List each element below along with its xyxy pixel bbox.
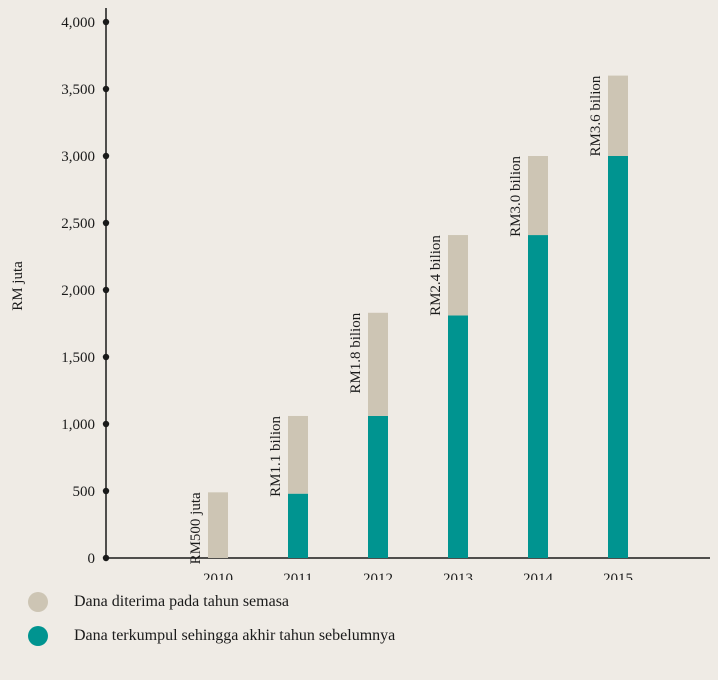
bar-segment-current-year <box>208 492 228 558</box>
x-ticks: 2010 2011 2012 2013 2014 2015 <box>203 571 633 580</box>
y-tick-label: 500 <box>73 484 96 500</box>
bar-segment-accumulated <box>368 416 388 558</box>
y-tick-label: 2,500 <box>61 216 95 232</box>
bar-total-label: RM1.8 bilion <box>348 312 364 393</box>
y-tick-dot <box>103 555 109 561</box>
y-tick-label: 2,000 <box>61 283 95 299</box>
y-tick-dot <box>103 86 109 92</box>
legend: Dana diterima pada tahun semasa Dana ter… <box>28 588 395 656</box>
x-tick-label: 2014 <box>523 571 554 580</box>
legend-label-current-year: Dana diterima pada tahun semasa <box>74 593 289 611</box>
y-tick-dot <box>103 220 109 226</box>
y-tick-dot <box>103 153 109 159</box>
bar-segment-current-year <box>608 76 628 156</box>
bar-segment-current-year <box>528 156 548 235</box>
legend-item-accumulated: Dana terkumpul sehingga akhir tahun sebe… <box>28 622 395 650</box>
y-axis-label: RM juta <box>10 261 26 311</box>
y-tick-label: 3,500 <box>61 82 95 98</box>
bar-total-label: RM2.4 bilion <box>428 235 444 316</box>
y-tick-dot <box>103 287 109 293</box>
y-tick-label: 1,000 <box>61 417 95 433</box>
bar-segment-current-year <box>448 235 468 315</box>
bar-segment-accumulated <box>288 494 308 558</box>
stacked-bar-chart: RM juta 0 500 1,000 1,500 2,000 2,500 3,000 3,5… <box>0 0 718 580</box>
legend-label-accumulated: Dana terkumpul sehingga akhir tahun sebe… <box>74 627 395 645</box>
bar-total-label: RM3.6 bilion <box>588 75 604 156</box>
legend-item-current-year: Dana diterima pada tahun semasa <box>28 588 395 616</box>
y-tick-dot <box>103 421 109 427</box>
y-ticks: 0 500 1,000 1,500 2,000 2,500 3,000 3,500 4,000 <box>61 15 109 567</box>
x-tick-label: 2010 <box>203 571 233 580</box>
legend-swatch-accumulated <box>28 626 48 646</box>
x-tick-label: 2015 <box>603 571 633 580</box>
y-tick-dot <box>103 354 109 360</box>
x-tick-label: 2011 <box>283 571 312 580</box>
bar-segment-accumulated <box>528 235 548 558</box>
bar-total-label: RM1.1 bilion <box>268 415 284 496</box>
y-tick-dot <box>103 19 109 25</box>
bar-segment-current-year <box>288 416 308 494</box>
legend-swatch-current-year <box>28 592 48 612</box>
bar-segment-current-year <box>368 313 388 416</box>
bar-total-label: RM3.0 bilion <box>508 156 524 237</box>
y-tick-label: 4,000 <box>61 15 95 31</box>
x-tick-label: 2013 <box>443 571 473 580</box>
bar-segment-accumulated <box>448 315 468 558</box>
bar-total-label: RM500 juta <box>188 492 204 564</box>
x-tick-label: 2012 <box>363 571 393 580</box>
y-tick-label: 3,000 <box>61 149 95 165</box>
bar-segment-accumulated <box>608 156 628 558</box>
y-tick-label: 0 <box>88 551 96 567</box>
y-tick-dot <box>103 488 109 494</box>
y-tick-label: 1,500 <box>61 350 95 366</box>
